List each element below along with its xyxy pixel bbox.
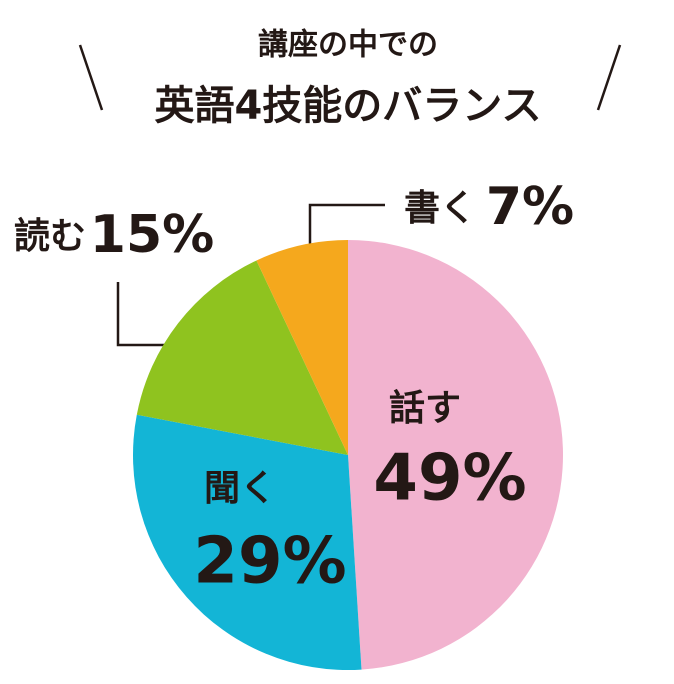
category-label: 読む xyxy=(14,216,86,257)
value-label: 15% xyxy=(90,205,214,265)
value-label: 49% xyxy=(373,442,526,516)
category-label: 話す xyxy=(389,388,461,429)
pie-slice xyxy=(256,240,348,455)
category-label: 書く xyxy=(404,188,476,229)
category-label: 聞く xyxy=(204,468,276,509)
pie-slice xyxy=(133,414,362,670)
pie xyxy=(133,240,563,670)
value-label: 7% xyxy=(486,177,574,237)
labels: 話す 49% 聞く 29% 読む 15% 書く 7% xyxy=(14,177,574,599)
chart-title: 英語4技能のバランス xyxy=(154,83,541,129)
pie-slice xyxy=(348,240,563,670)
pie-slice xyxy=(136,260,348,455)
chart-title: 講座の中での xyxy=(258,28,438,63)
title-decoration xyxy=(596,44,622,111)
value-label: 29% xyxy=(193,525,346,599)
title-decoration xyxy=(78,44,104,111)
